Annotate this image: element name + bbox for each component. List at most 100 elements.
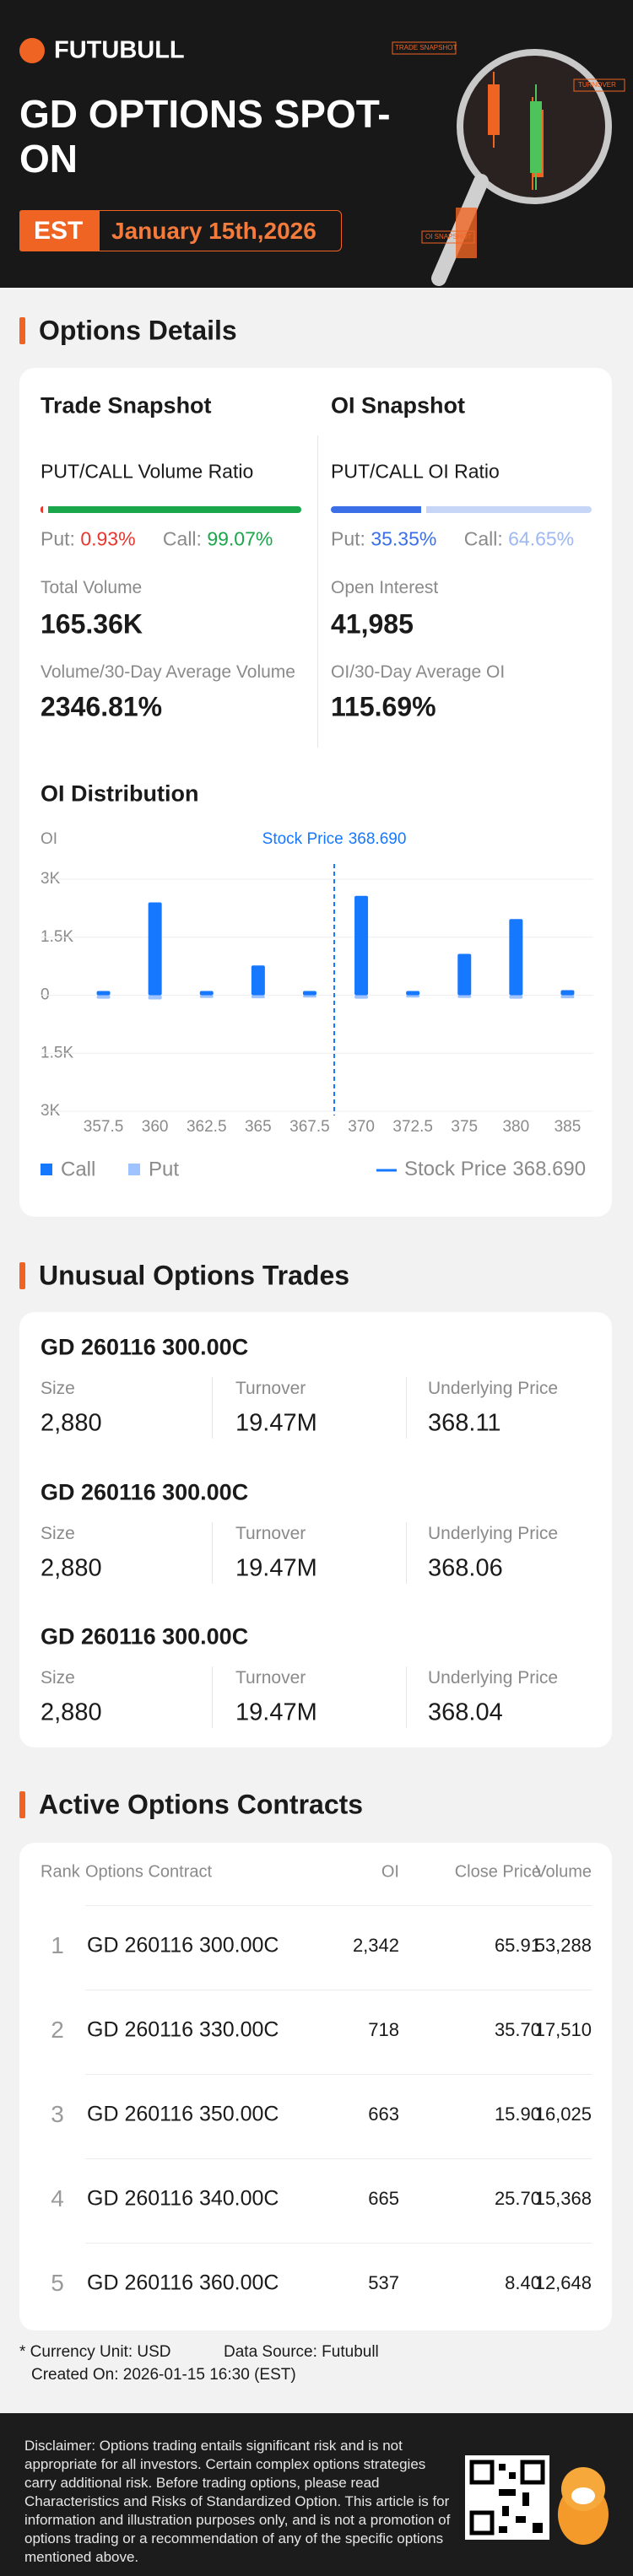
decor-box bbox=[392, 41, 457, 55]
table-cell: 16,025 bbox=[534, 2103, 592, 2125]
decor-label: OI SNAPSHOT bbox=[425, 233, 472, 240]
table-cell: 15,368 bbox=[534, 2188, 592, 2209]
section-marker bbox=[19, 317, 25, 344]
row-separator bbox=[85, 2074, 592, 2075]
bar bbox=[457, 953, 472, 996]
qr-finder bbox=[469, 2460, 495, 2485]
rank: 4 bbox=[51, 2185, 64, 2211]
bar bbox=[406, 991, 420, 996]
divider bbox=[212, 1377, 213, 1439]
trade-label: Size bbox=[41, 1379, 75, 1398]
trade-value: 368.11 bbox=[428, 1409, 501, 1437]
disclaimer: Disclaimer: Options trading entails sign… bbox=[24, 2438, 451, 2565]
legend-stock-name: Stock Price bbox=[404, 1158, 506, 1180]
row-separator bbox=[85, 2243, 592, 2244]
footnote: * Currency Unit: USD bbox=[19, 2343, 171, 2361]
timezone: EST bbox=[34, 217, 84, 245]
x-tick-label: 367.5 bbox=[289, 1118, 330, 1136]
x-tick-label: 362.5 bbox=[187, 1118, 227, 1136]
table-cell: 665 bbox=[368, 2188, 399, 2209]
bar bbox=[457, 995, 472, 998]
bar bbox=[199, 991, 214, 996]
table-cell: 15.90 bbox=[494, 2103, 541, 2125]
trade-value: 2,880 bbox=[41, 1554, 102, 1581]
put-label: Put: bbox=[331, 527, 365, 550]
bar bbox=[560, 995, 575, 999]
table-cell: 17,510 bbox=[534, 2019, 592, 2040]
ratio-values: Put: 35.35% Call: 64.65% bbox=[331, 528, 574, 551]
put-ratio-bar bbox=[41, 506, 43, 513]
table-cell: GD 260116 350.00C bbox=[87, 2102, 279, 2126]
ratio-label: PUT/CALL Volume Ratio bbox=[41, 460, 254, 483]
logo: FUTUBULL bbox=[54, 36, 185, 64]
trade-contract: GD 260116 300.00C bbox=[41, 1623, 249, 1650]
logo-icon bbox=[19, 38, 45, 63]
table-header: Close Price bbox=[454, 1862, 541, 1882]
trade-value: 368.06 bbox=[428, 1554, 503, 1581]
table-cell: 25.70 bbox=[494, 2188, 541, 2209]
qr-finder bbox=[469, 2510, 495, 2535]
put-label: Put: bbox=[41, 527, 75, 550]
table-cell: 53,288 bbox=[534, 1935, 592, 1956]
table-header: Options Contract bbox=[85, 1862, 213, 1882]
rank: 5 bbox=[51, 2270, 64, 2296]
table-cell: 2,342 bbox=[352, 1935, 399, 1956]
trade-value: 19.47M bbox=[235, 1698, 317, 1726]
divider bbox=[317, 435, 318, 748]
call-label: Call: bbox=[162, 527, 202, 550]
trade-contract: GD 260116 300.00C bbox=[41, 1334, 249, 1360]
trade-value: 19.47M bbox=[235, 1409, 317, 1437]
legend-label: Stock Price 368.690 bbox=[404, 1158, 586, 1180]
bar bbox=[148, 902, 162, 996]
bar bbox=[509, 995, 523, 999]
table-cell: 65.91 bbox=[494, 1935, 541, 1956]
bar bbox=[251, 995, 265, 999]
bar bbox=[354, 895, 369, 996]
section-title: Unusual Options Trades bbox=[39, 1260, 350, 1291]
chart-heading: OI Distribution bbox=[41, 780, 199, 807]
title: GD OPTIONS SPOT-ON bbox=[19, 92, 391, 181]
call-ratio-bar bbox=[47, 506, 301, 513]
section-title: Options Details bbox=[39, 315, 237, 346]
row-separator bbox=[85, 1905, 592, 1906]
table-header: Rank bbox=[41, 1862, 80, 1882]
bar bbox=[509, 919, 523, 996]
divider bbox=[406, 1666, 407, 1728]
footnote: Created On: 2026-01-15 16:30 (EST) bbox=[31, 2366, 296, 2384]
mascot-face bbox=[571, 2487, 595, 2504]
y-axis-label: OI bbox=[41, 830, 57, 848]
x-tick-label: 365 bbox=[245, 1118, 272, 1136]
table-cell: 718 bbox=[368, 2019, 399, 2040]
metric-label: OI/30-Day Average OI bbox=[331, 662, 506, 682]
trade-label: Underlying Price bbox=[428, 1668, 559, 1688]
bar bbox=[302, 991, 316, 996]
table-cell: 8.40 bbox=[505, 2272, 541, 2293]
ratio-values: Put: 0.93% Call: 99.07% bbox=[41, 528, 273, 551]
table-cell: 663 bbox=[368, 2103, 399, 2125]
section-title: Active Options Contracts bbox=[39, 1789, 364, 1820]
metric-label: Open Interest bbox=[331, 578, 439, 597]
legend-stock-value: 368.690 bbox=[512, 1158, 586, 1180]
rank: 3 bbox=[51, 2101, 64, 2127]
trade-label: Size bbox=[41, 1668, 75, 1688]
metric-value: 115.69% bbox=[331, 691, 436, 722]
decor-label: TRADE SNAPSHOT bbox=[395, 44, 457, 51]
call-label: Call: bbox=[463, 527, 503, 550]
footer-decor bbox=[465, 2455, 609, 2545]
stock-price-label: Stock Price 368.690 bbox=[262, 830, 407, 848]
bar bbox=[96, 995, 111, 999]
call-ratio-bar bbox=[426, 506, 592, 513]
call-value: 64.65% bbox=[508, 527, 575, 550]
trade-label: Underlying Price bbox=[428, 1523, 559, 1543]
trade-label: Turnover bbox=[235, 1379, 306, 1398]
legend-label: Put bbox=[149, 1158, 179, 1180]
snapshot-title: Trade Snapshot bbox=[41, 392, 212, 419]
put-value: 0.93% bbox=[80, 527, 136, 550]
x-tick-label: 385 bbox=[555, 1118, 582, 1136]
bar bbox=[560, 990, 575, 996]
tz-badge bbox=[19, 210, 99, 251]
section-marker bbox=[19, 1791, 25, 1818]
legend-label: Call bbox=[61, 1158, 95, 1180]
bar bbox=[199, 995, 214, 998]
metric-value: 2346.81% bbox=[41, 691, 163, 722]
